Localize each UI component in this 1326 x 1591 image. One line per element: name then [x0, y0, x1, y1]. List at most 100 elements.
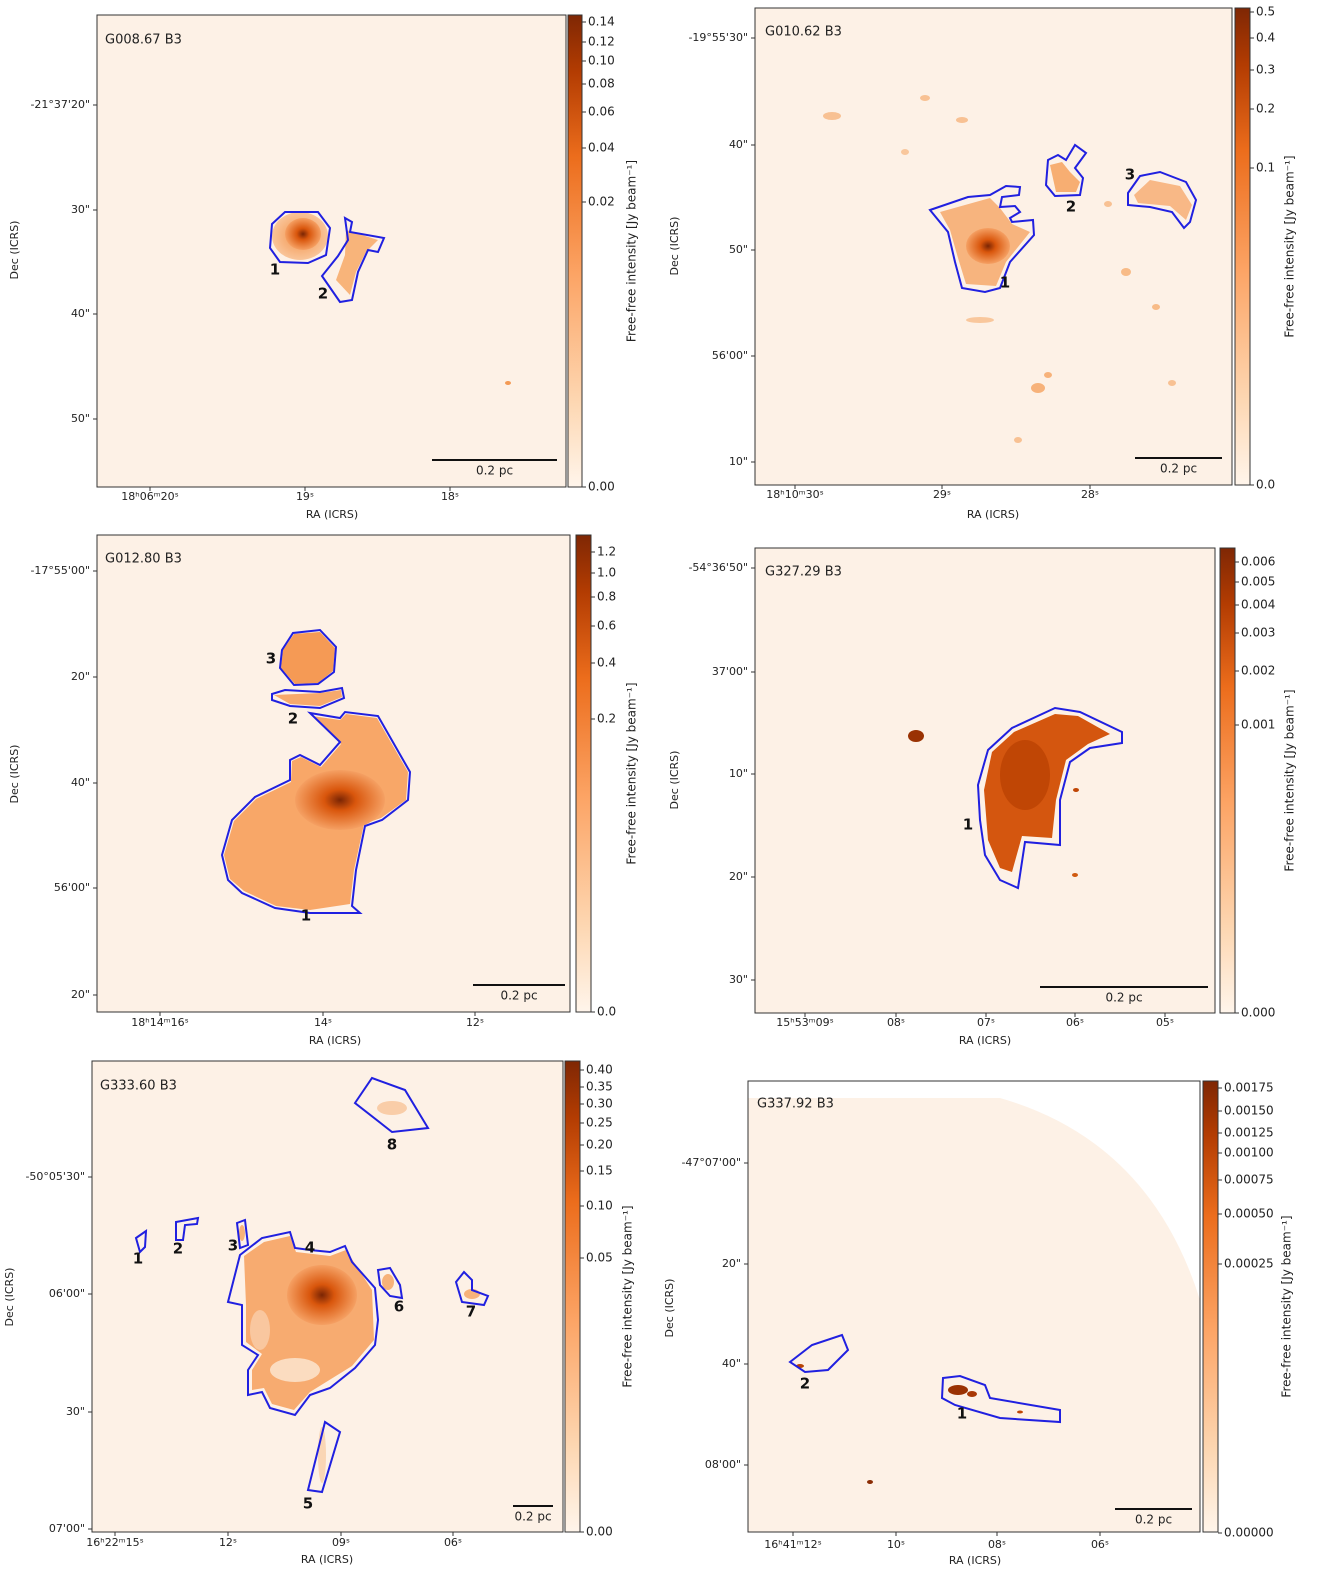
- y-tick-label: -17°55'00": [30, 564, 90, 577]
- y-tick-label: 10": [729, 455, 748, 468]
- image-background: [755, 548, 1215, 1013]
- region-outline: [134, 1228, 148, 1254]
- y-tick-label: 08'00": [705, 1458, 741, 1471]
- image-frame: [754, 7, 1233, 486]
- colorbar-tick-label: 1.0: [597, 566, 616, 580]
- colorbar-tick-label: 0.5: [1256, 5, 1275, 19]
- region-outline: [220, 710, 412, 914]
- region-label: 6: [394, 1298, 404, 1316]
- x-tick-label: 15ʰ53ᵐ09ˢ: [776, 1016, 833, 1029]
- y-tick-label: 56'00": [712, 349, 748, 362]
- region-label: 2: [1066, 198, 1076, 216]
- colorbar: [567, 14, 583, 488]
- x-tick-label: 19ˢ: [296, 490, 314, 503]
- region-label: 2: [800, 1375, 810, 1393]
- emission: [901, 149, 909, 155]
- region-outline: [940, 1374, 1061, 1424]
- colorbar-tick-label: 0.006: [1241, 555, 1275, 569]
- x-tick-label: 06ˢ: [1066, 1016, 1084, 1029]
- colorbar-tick-label: 0.40: [586, 1063, 613, 1077]
- x-tick-label: 18ʰ10ᵐ30ˢ: [766, 488, 823, 501]
- image-frame: [754, 547, 1216, 1014]
- scale-bar-label: 0.2 pc: [514, 1510, 551, 1524]
- colorbar-label: Free-free intensity [Jy beam⁻¹]: [1280, 1215, 1294, 1397]
- colorbar-tick-label: 0.00050: [1224, 1207, 1274, 1221]
- colorbar-tick-label: 0.0: [1256, 478, 1275, 492]
- emission: [1168, 380, 1176, 386]
- region-label: 1: [957, 1405, 967, 1423]
- y-axis-label: Dec (ICRS): [8, 221, 21, 280]
- x-tick-label: 14ˢ: [314, 1016, 332, 1029]
- region-outline: [226, 1230, 380, 1417]
- region-outline: [928, 184, 1036, 294]
- x-tick-label: 12ˢ: [219, 1536, 237, 1549]
- panel: 2 1 G337.92 B3 0.2 pc 16ʰ41ᵐ12ˢ 10ˢ 08ˢ 06ˢ -47°…: [663, 1080, 1294, 1567]
- scale-bar-label: 0.2 pc: [1135, 1513, 1172, 1527]
- region-outline: [175, 1216, 200, 1241]
- x-axis-label: RA (ICRS): [949, 1554, 1001, 1567]
- panel-title: G333.60 B3: [100, 1079, 177, 1094]
- y-tick-label: -50°05'30": [25, 1170, 85, 1183]
- y-axis-label: Dec (ICRS): [663, 1279, 676, 1338]
- colorbar-tick-label: 0.6: [597, 619, 616, 633]
- colorbar-tick-label: 1.2: [597, 545, 616, 559]
- colorbar-tick-label: 0.00: [588, 480, 615, 494]
- region-outline: [976, 706, 1123, 890]
- x-tick-label: 12ˢ: [466, 1016, 484, 1029]
- image-frame: [96, 534, 571, 1013]
- y-tick-label: 37'00": [712, 665, 748, 678]
- y-tick-label: 40": [71, 776, 90, 789]
- image-frame: [96, 14, 567, 488]
- emission: [966, 317, 994, 323]
- y-tick-label: -47°07'00": [681, 1156, 741, 1169]
- colorbar-label: Free-free intensity [Jy beam⁻¹]: [1283, 155, 1297, 337]
- y-tick-label: 40": [71, 307, 90, 320]
- emission: [1050, 162, 1080, 192]
- image-frame: [747, 1080, 1201, 1533]
- y-tick-label: 40": [722, 1357, 741, 1370]
- scale-bar-label: 0.2 pc: [500, 989, 537, 1003]
- emission: [1044, 372, 1052, 378]
- region-outline: [271, 686, 346, 710]
- region-outline: [1127, 170, 1198, 230]
- x-tick-label: 09ˢ: [332, 1536, 350, 1549]
- x-tick-label: 29ˢ: [933, 488, 951, 501]
- colorbar-tick-label: 0.00150: [1224, 1104, 1274, 1118]
- emission: [956, 117, 968, 123]
- emission: [1073, 788, 1079, 792]
- colorbar-tick-label: 0.002: [1241, 664, 1275, 678]
- emission: [867, 1480, 873, 1484]
- region-outline: [320, 216, 386, 304]
- y-axis-label: Dec (ICRS): [3, 1268, 16, 1327]
- x-tick-label: 08ˢ: [988, 1538, 1006, 1551]
- emission: [287, 1265, 357, 1325]
- emission: [1000, 740, 1050, 810]
- region-label: 7: [466, 1303, 476, 1321]
- colorbar-tick-label: 0.02: [588, 195, 615, 209]
- region-label: 8: [387, 1136, 397, 1154]
- emission: [966, 228, 1010, 264]
- y-tick-label: 50": [71, 412, 90, 425]
- colorbar-label: Free-free intensity [Jy beam⁻¹]: [625, 160, 639, 342]
- x-tick-label: 28ˢ: [1081, 488, 1099, 501]
- x-tick-label: 16ʰ22ᵐ15ˢ: [86, 1536, 143, 1549]
- emission: [908, 730, 924, 742]
- colorbar-label: Free-free intensity [Jy beam⁻¹]: [625, 682, 639, 864]
- emission: [270, 1358, 320, 1382]
- region-outline: [278, 628, 338, 687]
- region-label: 2: [288, 710, 298, 728]
- y-tick-label: 50": [729, 243, 748, 256]
- emission: [823, 112, 841, 120]
- x-tick-label: 10ˢ: [887, 1538, 905, 1551]
- y-tick-label: -21°37'20": [30, 98, 90, 111]
- colorbar: [1202, 1080, 1219, 1533]
- colorbar-tick-label: 0.004: [1241, 598, 1275, 612]
- colorbar-tick-label: 0.00000: [1224, 1526, 1274, 1540]
- colorbar-tick-label: 0.00175: [1224, 1081, 1274, 1095]
- colorbar: [1219, 547, 1236, 1014]
- region-label: 2: [173, 1240, 183, 1258]
- emission: [1134, 180, 1192, 220]
- y-axis-label: Dec (ICRS): [8, 745, 21, 804]
- emission: [1121, 268, 1131, 276]
